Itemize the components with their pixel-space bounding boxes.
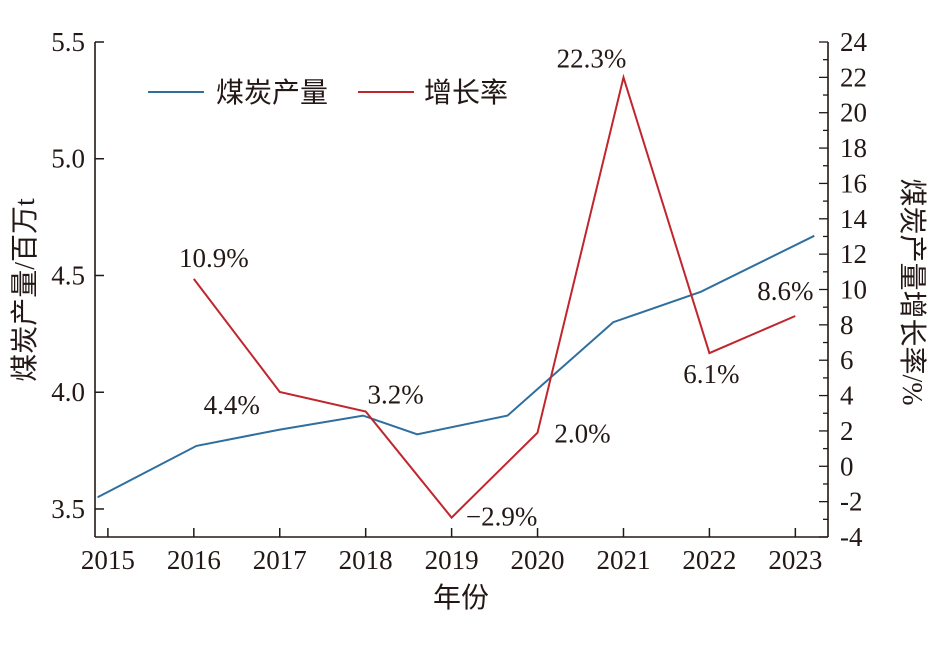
left-y-tick-label: 5.0	[51, 144, 85, 174]
ticks: 3.54.04.55.05.5-4-2024681012141618202224…	[51, 27, 867, 575]
production-line	[97, 234, 815, 499]
growth-data-label: 6.1%	[683, 359, 739, 389]
x-tick-label: 2019	[425, 545, 479, 575]
right-y-tick-label: 18	[840, 133, 867, 163]
data-labels: 10.9% 4.4% 3.2% −2.9% 2.0% 22.3% 6.1% 8.6%	[179, 43, 814, 531]
right-y-tick-label: -2	[840, 487, 863, 517]
right-y-tick-label: 6	[840, 345, 854, 375]
x-tick-label: 2020	[511, 545, 565, 575]
right-y-tick-label: 10	[840, 275, 867, 305]
left-y-tick-label: 4.5	[51, 260, 85, 290]
legend: 煤炭产量 增长率	[148, 77, 508, 109]
x-tick-label: 2017	[253, 545, 307, 575]
right-y-tick-label: 14	[840, 204, 868, 234]
left-y-axis-title: 煤炭产量/百万t	[9, 198, 41, 382]
legend-label-growth: 增长率	[424, 77, 508, 109]
growth-data-label: 3.2%	[368, 379, 424, 409]
right-y-tick-label: 4	[840, 381, 854, 411]
x-tick-label: 2023	[768, 545, 822, 575]
left-y-tick-label: 3.5	[51, 494, 85, 524]
growth-rate-line	[193, 73, 796, 520]
right-y-tick-label: 22	[840, 62, 867, 92]
right-y-tick-label: 24	[840, 27, 868, 57]
x-tick-label: 2018	[339, 545, 393, 575]
x-tick-label: 2021	[596, 545, 650, 575]
right-y-tick-label: 12	[840, 239, 867, 269]
growth-data-label: 8.6%	[757, 276, 813, 306]
right-y-tick-label: 16	[840, 168, 867, 198]
right-y-axis-title: 煤炭产量增长率/%	[896, 178, 928, 405]
x-tick-label: 2015	[81, 545, 135, 575]
x-tick-label: 2016	[167, 545, 221, 575]
growth-data-label: 22.3%	[557, 43, 627, 73]
x-tick-label: 2022	[682, 545, 736, 575]
right-y-tick-label: -4	[840, 522, 863, 552]
right-y-tick-label: 2	[840, 416, 854, 446]
right-y-tick-label: 20	[840, 98, 867, 128]
growth-data-label: 2.0%	[554, 419, 610, 449]
right-y-tick-label: 0	[840, 451, 854, 481]
growth-data-label: 4.4%	[204, 390, 260, 420]
left-y-tick-label: 5.5	[51, 27, 85, 57]
x-axis-title: 年份	[433, 582, 489, 614]
growth-data-label: −2.9%	[466, 502, 537, 532]
legend-label-production: 煤炭产量	[216, 77, 328, 109]
growth-data-label: 10.9%	[179, 243, 249, 273]
right-y-tick-label: 8	[840, 310, 854, 340]
series-lines	[97, 73, 815, 520]
left-y-tick-label: 4.0	[51, 377, 85, 407]
axes	[94, 42, 829, 538]
